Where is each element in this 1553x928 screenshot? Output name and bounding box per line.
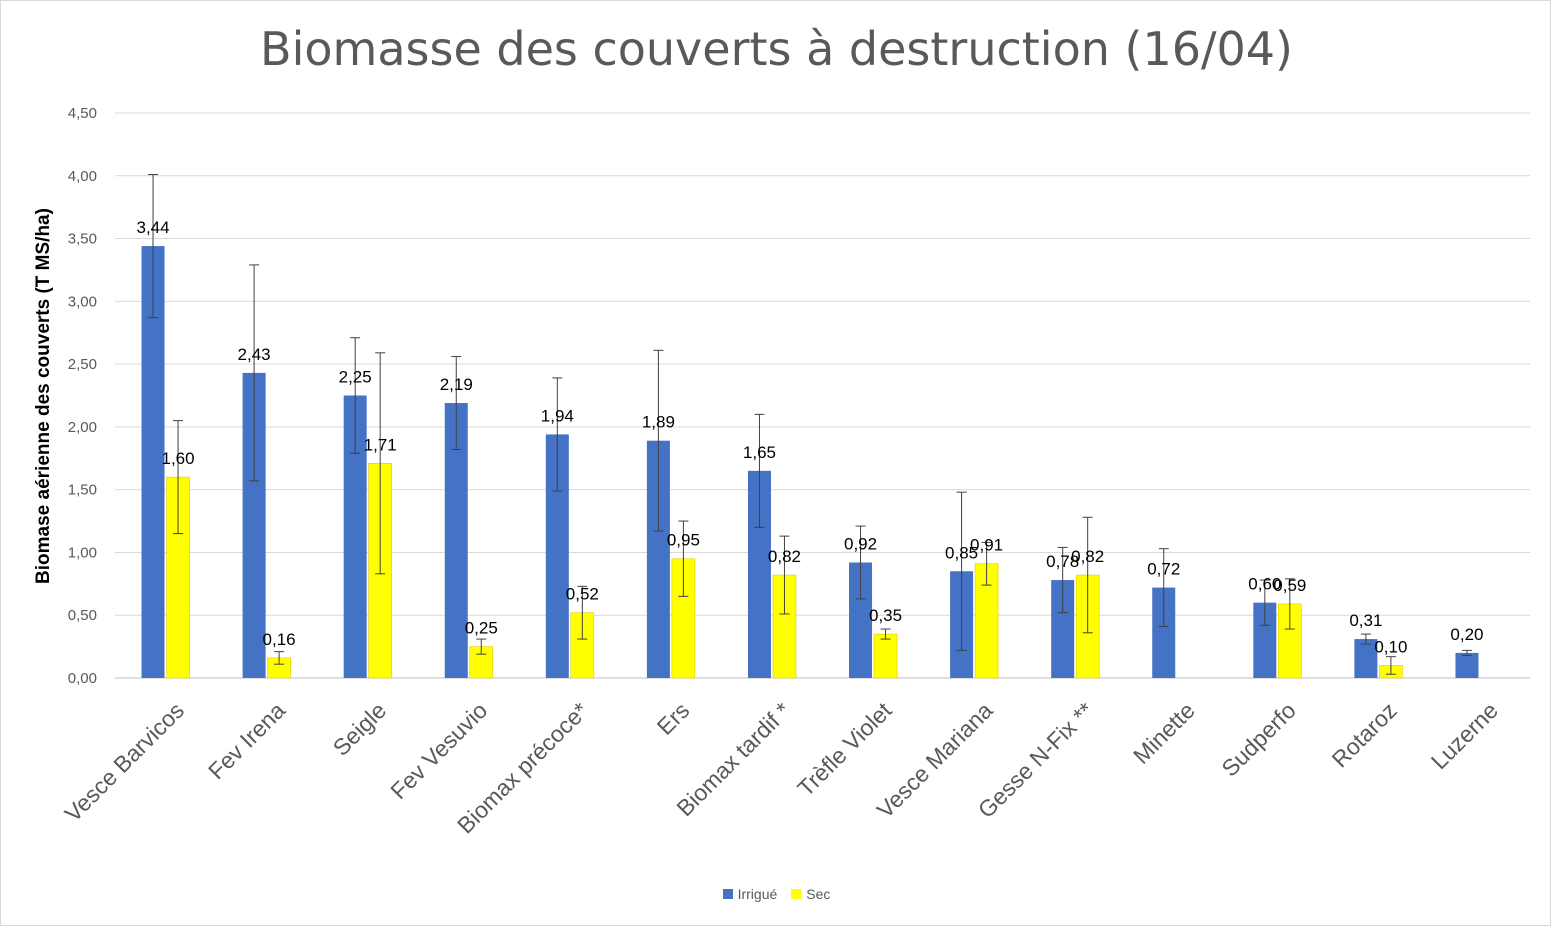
data-label: 1,71: [364, 435, 397, 454]
x-tick-label: Vesce Barvicos: [59, 697, 189, 827]
data-label: 0,59: [1273, 576, 1306, 595]
legend-swatch-sec: [791, 889, 802, 899]
bar-irrigue: [646, 440, 670, 678]
x-tick-label: Sudperfo: [1216, 697, 1300, 781]
bar-sec: [873, 633, 898, 679]
data-label: 2,19: [440, 375, 473, 394]
data-label: 2,25: [339, 368, 372, 387]
y-tick-label: 0,50: [68, 607, 97, 624]
x-tick-label: Rotaroz: [1327, 697, 1402, 772]
legend-label-sec: Sec: [806, 886, 831, 902]
data-label: 0,82: [768, 547, 801, 566]
data-label: 1,94: [541, 406, 574, 425]
y-tick-label: 4,00: [68, 168, 97, 185]
legend-item-sec: Sec: [791, 886, 830, 902]
y-tick-label: 1,00: [68, 544, 97, 561]
data-label: 0,91: [970, 536, 1003, 555]
x-tick-label: Fev Irena: [203, 697, 290, 784]
bar-irrigue: [343, 395, 367, 678]
legend: Irrigué Sec: [0, 886, 1553, 902]
legend-label-irrigue: Irrigué: [737, 886, 778, 902]
data-label: 1,65: [743, 443, 776, 462]
legend-item-irrigue: Irrigué: [722, 886, 778, 902]
data-label: 0,10: [1374, 637, 1407, 656]
y-tick-label: 2,50: [68, 356, 97, 373]
y-tick-label: 2,00: [68, 419, 97, 436]
y-tick-label: 0,00: [68, 670, 97, 687]
data-label: 0,78: [1046, 552, 1079, 571]
bar-irrigue: [747, 470, 771, 678]
bar-irrigue: [1051, 580, 1075, 678]
data-label: 0,52: [566, 585, 599, 604]
x-tick-label: Trèfle Violet: [792, 697, 897, 802]
data-label: 0,20: [1450, 625, 1483, 644]
bar-irrigue: [1152, 587, 1176, 678]
data-label: 1,60: [161, 449, 194, 468]
data-label: 3,44: [136, 218, 169, 237]
data-label: 1,89: [642, 413, 675, 432]
y-tick-label: 4,50: [68, 105, 97, 122]
data-label: 0,92: [844, 534, 877, 553]
y-tick-label: 3,00: [68, 293, 97, 310]
data-label: 0,95: [667, 531, 700, 550]
bar-irrigue: [141, 246, 165, 679]
legend-swatch-irrigue: [722, 889, 733, 899]
data-label: 0,85: [945, 543, 978, 562]
data-label: 0,82: [1071, 547, 1104, 566]
data-label: 0,35: [869, 606, 902, 625]
data-label: 0,72: [1147, 560, 1180, 579]
x-tick-label: Minette: [1128, 697, 1200, 769]
bar-irrigue: [444, 403, 468, 678]
bar-irrigue: [1354, 639, 1378, 678]
bar-irrigue: [242, 372, 266, 678]
bar-irrigue: [1253, 602, 1277, 678]
data-label: 0,16: [263, 630, 296, 649]
x-tick-label: Fev Vesuvio: [385, 697, 492, 804]
data-label: 2,43: [238, 345, 271, 364]
chart-title: Biomasse des couverts à destruction (16/…: [260, 22, 1293, 76]
data-label: 0,25: [465, 619, 498, 638]
bar-irrigue: [545, 434, 569, 678]
bar-irrigue: [849, 562, 873, 678]
y-tick-label: 3,50: [68, 231, 97, 248]
x-tick-label: Luzerne: [1426, 697, 1503, 774]
data-label: 0,60: [1248, 575, 1281, 594]
data-label: 0,31: [1349, 611, 1382, 630]
x-tick-label: Seigle: [328, 697, 392, 761]
bar-irrigue: [1455, 652, 1479, 678]
y-tick-label: 1,50: [68, 482, 97, 499]
x-tick-label: Ers: [652, 697, 695, 740]
